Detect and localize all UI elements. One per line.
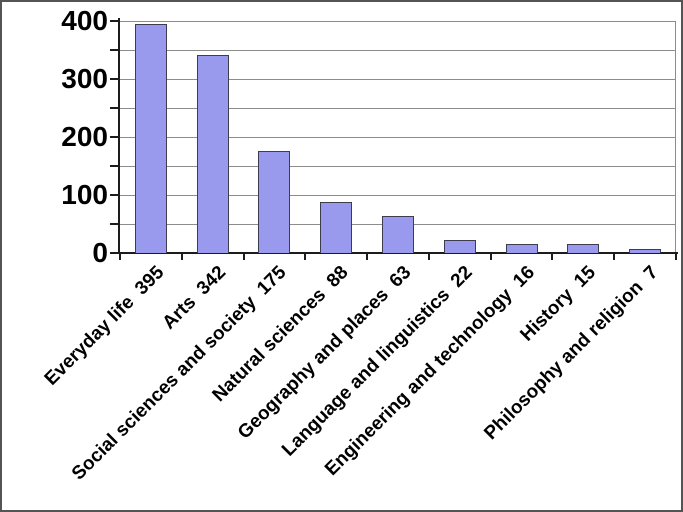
gridline-100 xyxy=(120,195,676,196)
gridline-400 xyxy=(120,21,676,22)
x-axis-tick-2 xyxy=(243,253,245,260)
y-axis-tick-50 xyxy=(110,223,119,225)
y-tick-label-300: 300 xyxy=(61,63,108,94)
gridline-350 xyxy=(120,50,676,51)
gridline-200 xyxy=(120,137,676,138)
bar-arts xyxy=(197,55,229,253)
x-axis xyxy=(114,252,678,254)
y-axis-tick-300 xyxy=(110,78,119,80)
y-axis-tick-0 xyxy=(110,252,119,254)
y-tick-label-0: 0 xyxy=(92,237,108,268)
x-axis-tick-3 xyxy=(304,253,306,260)
gridline-150 xyxy=(120,166,676,167)
x-category-label-everyday-life: Everyday life 395 xyxy=(40,262,168,390)
bar-philosophy-and-religion xyxy=(629,249,661,253)
y-axis-tick-350 xyxy=(110,49,119,51)
bar-geography-and-places xyxy=(382,216,414,253)
x-axis-tick-5 xyxy=(428,253,430,260)
y-axis xyxy=(118,18,120,253)
bar-language-and-linguistics xyxy=(444,240,476,253)
x-axis-tick-1 xyxy=(181,253,183,260)
y-tick-label-400: 400 xyxy=(61,5,108,36)
gridline-300 xyxy=(120,79,676,80)
y-axis-tick-100 xyxy=(110,194,119,196)
x-axis-tick-8 xyxy=(613,253,615,260)
y-tick-label-200: 200 xyxy=(61,121,108,152)
x-axis-tick-6 xyxy=(490,253,492,260)
y-axis-tick-200 xyxy=(110,136,119,138)
x-axis-tick-0 xyxy=(119,253,121,260)
x-axis-tick-7 xyxy=(551,253,553,260)
y-axis-tick-150 xyxy=(110,165,119,167)
y-axis-tick-250 xyxy=(110,107,119,109)
plot-right-border xyxy=(675,21,676,253)
y-tick-label-100: 100 xyxy=(61,179,108,210)
bar-everyday-life xyxy=(135,24,167,253)
y-axis-tick-400 xyxy=(110,20,119,22)
bar-engineering-and-technology xyxy=(506,244,538,253)
bar-natural-sciences xyxy=(320,202,352,253)
gridline-250 xyxy=(120,108,676,109)
bar-social-sciences-and-society xyxy=(258,151,290,253)
x-axis-tick-9 xyxy=(675,253,677,260)
bar-history xyxy=(567,244,599,253)
x-axis-tick-4 xyxy=(366,253,368,260)
